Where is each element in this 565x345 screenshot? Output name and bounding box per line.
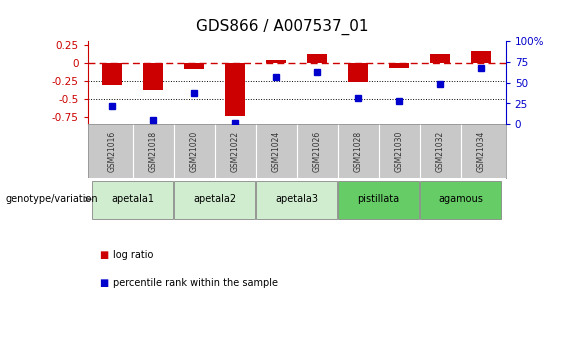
Text: GSM21026: GSM21026: [312, 130, 321, 171]
Text: GSM21022: GSM21022: [231, 130, 240, 171]
Bar: [102, 63, 123, 85]
Text: apetala3: apetala3: [275, 194, 318, 204]
Bar: [389, 63, 410, 68]
Text: pistillata: pistillata: [358, 194, 399, 204]
Text: percentile rank within the sample: percentile rank within the sample: [113, 278, 278, 288]
Bar: [430, 55, 450, 63]
Text: GSM21030: GSM21030: [394, 130, 403, 171]
Bar: [266, 60, 286, 63]
Bar: [175, 181, 255, 219]
Bar: [307, 53, 327, 63]
Bar: [225, 63, 245, 116]
Text: apetala2: apetala2: [193, 194, 236, 204]
Text: GDS866 / A007537_01: GDS866 / A007537_01: [196, 19, 369, 35]
Bar: [348, 63, 368, 82]
Bar: [420, 181, 501, 219]
Text: agamous: agamous: [438, 194, 483, 204]
Bar: [257, 181, 337, 219]
Text: log ratio: log ratio: [113, 250, 153, 260]
Text: GSM21034: GSM21034: [477, 130, 485, 171]
Text: GSM21018: GSM21018: [149, 130, 158, 171]
Bar: [471, 51, 492, 63]
Bar: [143, 63, 163, 90]
Bar: [338, 181, 419, 219]
Text: ■: ■: [99, 250, 108, 260]
Text: GSM21024: GSM21024: [272, 130, 281, 171]
Text: GSM21016: GSM21016: [108, 130, 116, 171]
Bar: [184, 63, 205, 69]
Text: apetala1: apetala1: [111, 194, 154, 204]
Text: genotype/variation: genotype/variation: [6, 194, 98, 204]
Text: GSM21028: GSM21028: [354, 130, 363, 171]
Text: ■: ■: [99, 278, 108, 288]
Bar: [93, 181, 173, 219]
Text: GSM21020: GSM21020: [190, 130, 199, 171]
Text: GSM21032: GSM21032: [436, 130, 445, 171]
